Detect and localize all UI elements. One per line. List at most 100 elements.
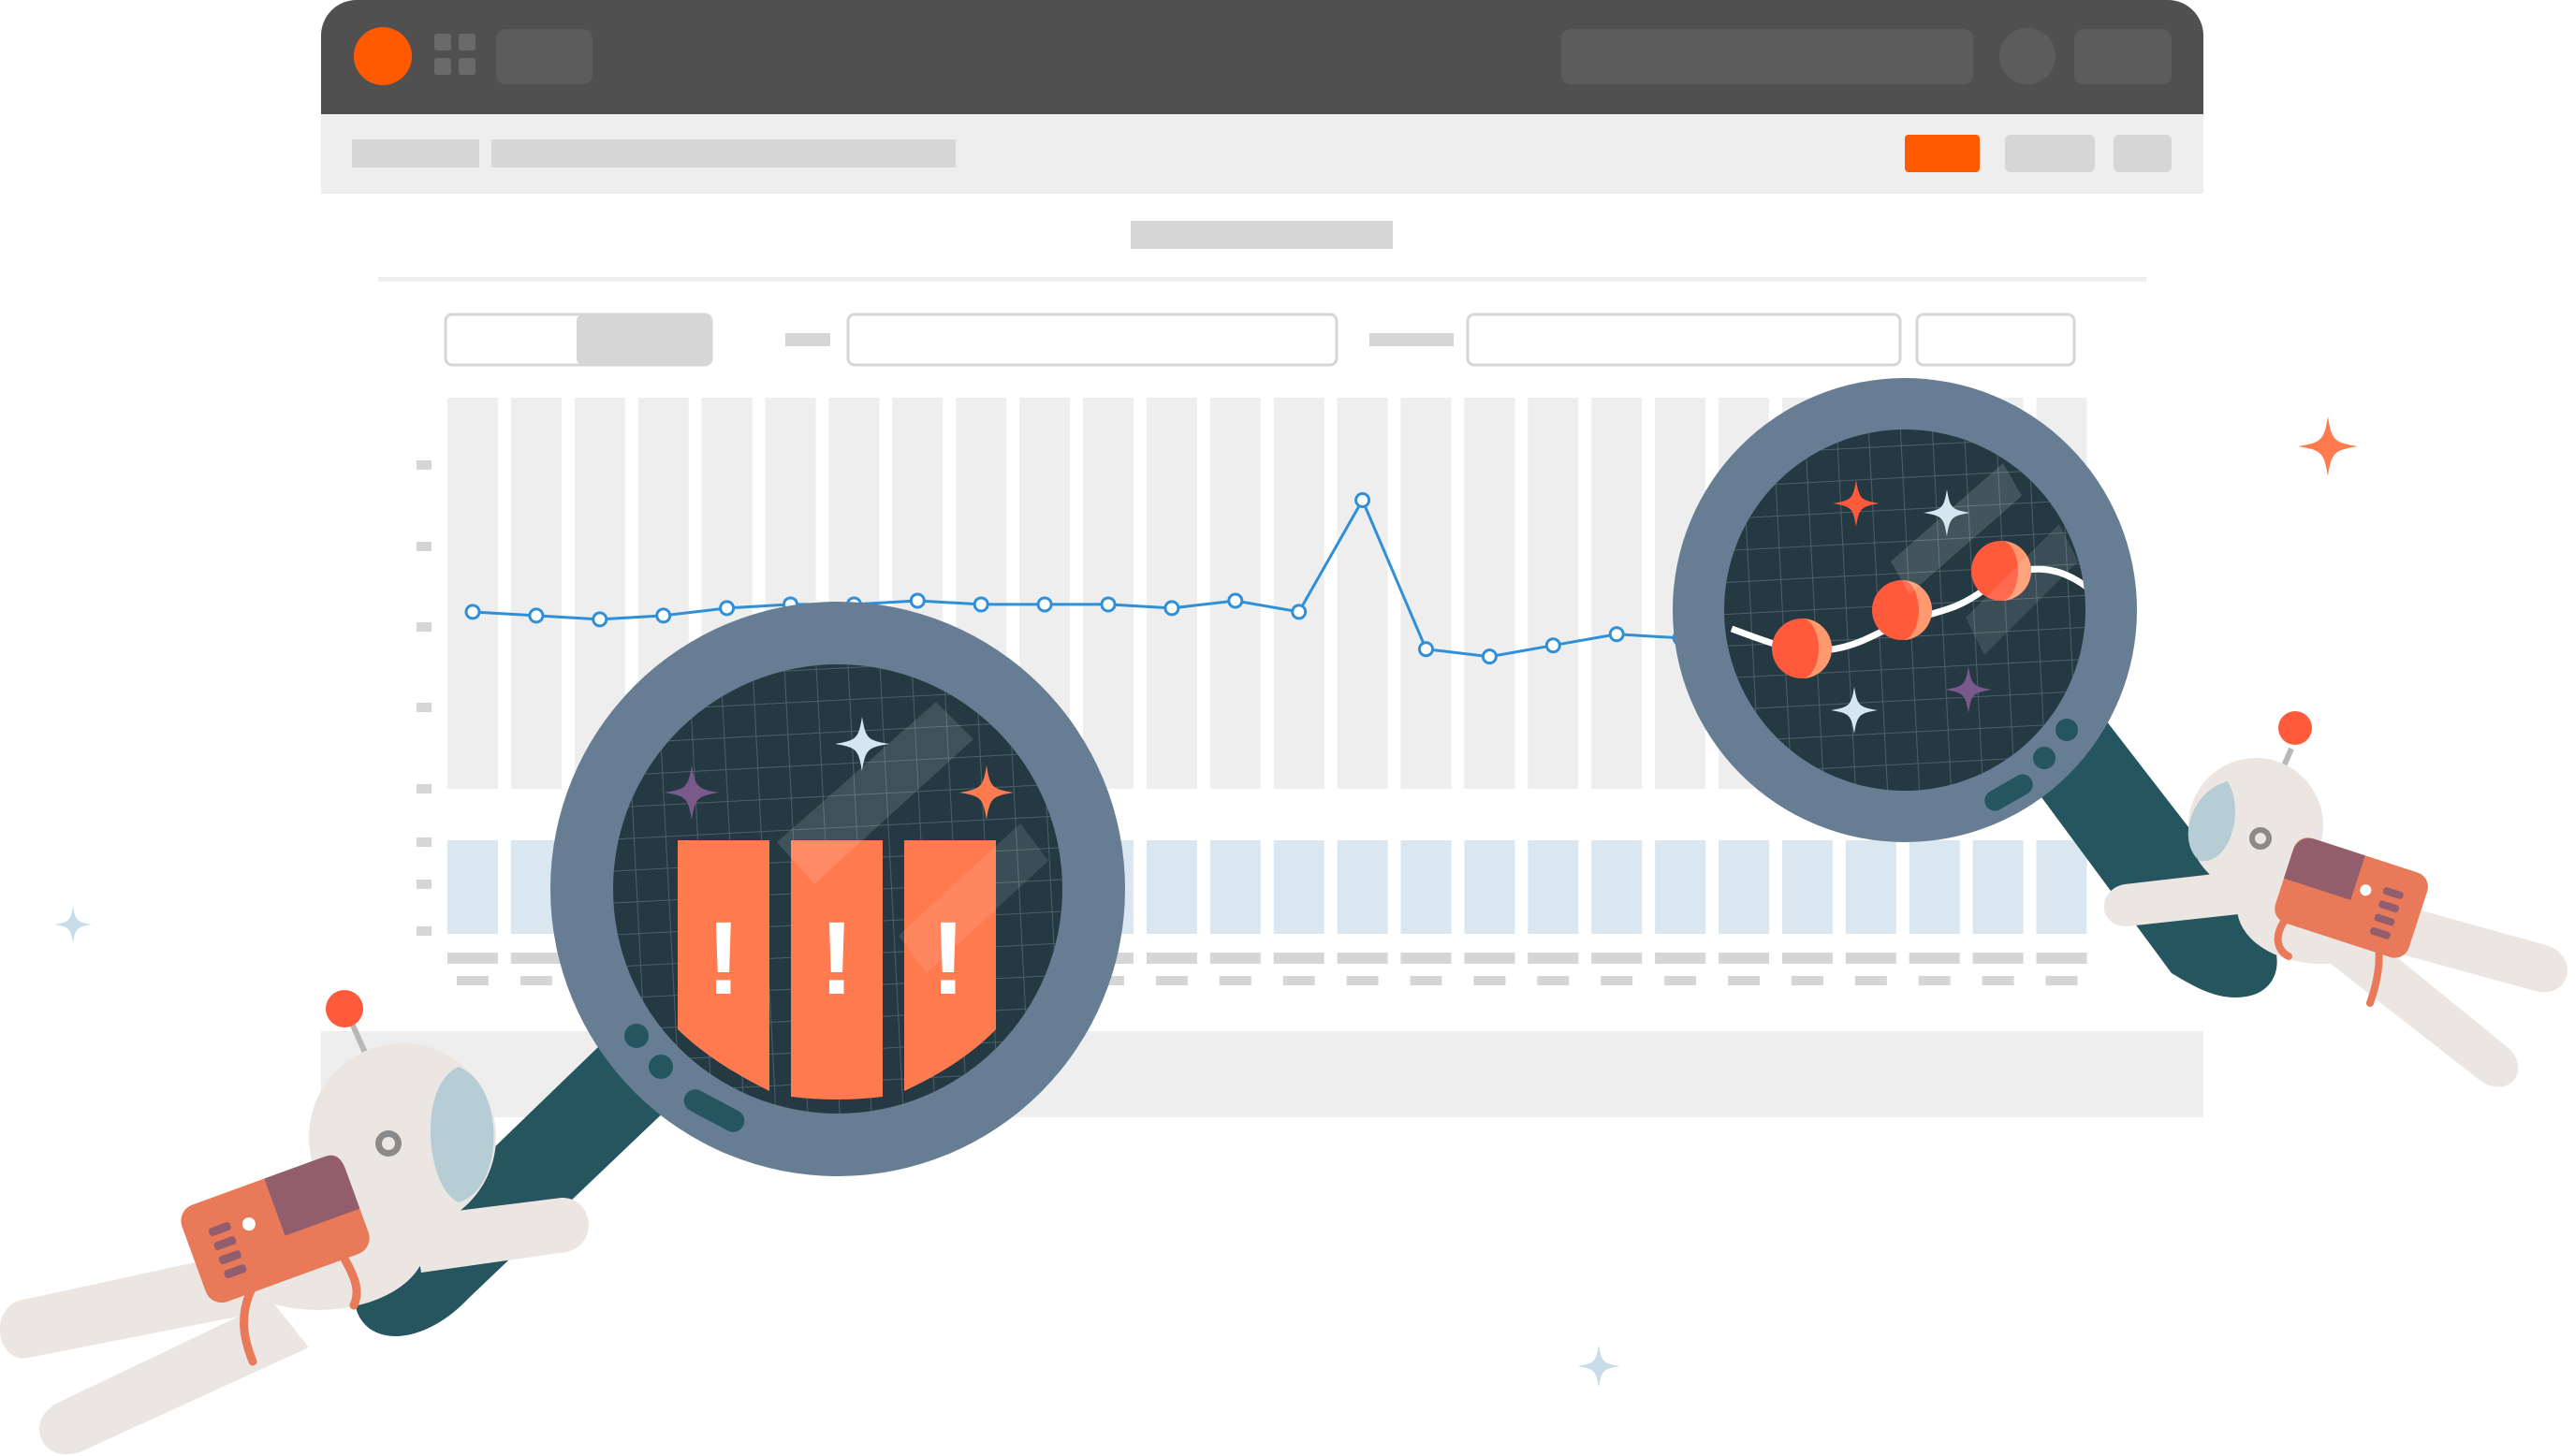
chart-bar-bg [1337,398,1388,789]
antenna-ball [2278,711,2312,745]
filter-label-2 [1369,333,1454,346]
chart-bar-lower [1781,840,1833,934]
chart-point [719,600,736,617]
x-tick-sublabel [1282,976,1315,985]
y-tick-lower [417,837,432,847]
avatar[interactable] [1999,28,2056,84]
chart-point [1481,648,1498,665]
y-tick [417,460,432,470]
x-tick-sublabel [1982,976,2014,985]
chart-bar-lower [1464,840,1515,934]
chart-bar-lower [1400,840,1452,934]
x-tick-label [1337,953,1388,964]
chart-bar-lower [1655,840,1706,934]
x-tick-label [2036,953,2087,964]
chart-point [655,607,672,624]
x-tick-sublabel [1601,976,1633,985]
glass-glare [1891,463,2022,594]
alert-column-3: ! [904,840,996,1091]
sparkle-star-icon [1577,1345,1620,1388]
x-tick-sublabel [1664,976,1697,985]
x-tick-label [1655,953,1706,964]
rim-dot [2033,747,2056,769]
x-tick-sublabel [1219,976,1251,985]
rim-dot [2056,719,2078,741]
app-logo-icon[interactable] [354,27,412,85]
chart-bar-bg [1400,398,1452,789]
antenna-ball [326,990,363,1027]
sparkle-star-icon [2298,416,2358,476]
x-tick-sublabel [1791,976,1823,985]
y-tick [417,703,432,712]
alert-columns: ! ! ! [678,840,996,1099]
chart-bar-lower [1146,840,1197,934]
chart-bar-lower [1591,840,1643,934]
y-tick [417,542,432,551]
chart-point [1291,604,1308,620]
primary-action-button[interactable] [1905,135,1980,172]
x-tick-label [1972,953,2024,964]
y-tick [417,622,432,632]
chart-bar-lower [1528,840,1579,934]
chart-bar-lower [1209,840,1261,934]
grid-icon[interactable] [434,34,475,75]
astronaut-icon [2103,711,2568,1087]
segmented-toggle[interactable] [444,313,713,367]
filter-button[interactable] [1915,313,2076,367]
x-tick-label [1909,953,1960,964]
x-tick-sublabel [1537,976,1570,985]
menu-button[interactable] [2074,29,2172,84]
filter-input-2[interactable] [1466,313,1902,367]
chart-bar-bg [1464,398,1515,789]
x-tick-label [1719,953,1769,964]
secondary-button[interactable] [2005,135,2095,172]
chart-point [528,607,545,624]
x-tick-label [447,953,498,964]
chart-point [1036,596,1053,613]
x-tick-sublabel [1473,976,1506,985]
chart-bar-lower [1273,840,1324,934]
chart-bar-bg [1083,398,1134,789]
rim-slot [1984,774,2033,811]
x-tick-sublabel [457,976,489,985]
x-tick-label [1591,953,1643,964]
x-tick-label [1781,953,1833,964]
x-tick-label [1400,953,1452,964]
helmet-visor [430,1067,494,1202]
x-tick-sublabel [2045,976,2078,985]
trend-point [1971,541,2031,601]
nav-button[interactable] [496,29,593,84]
magnifier-alert-icon: ! ! ! [355,602,1125,1337]
breadcrumb-path[interactable] [491,139,956,167]
magnifier-handle [2012,721,2277,997]
alert-mark-1: ! [707,901,741,1016]
x-tick-label [1464,953,1515,964]
astronaut-icon [0,990,589,1455]
astronaut-leg [2368,898,2568,993]
chart-bar-lower [2036,840,2087,934]
breadcrumb-home[interactable] [352,139,479,167]
filter-input-1[interactable] [846,313,1339,367]
x-tick-sublabel [1410,976,1442,985]
chart-point [1608,626,1625,643]
y-tick-lower [417,880,432,889]
chart-bar-bg [1273,398,1324,789]
chart-bar-bg [510,398,562,789]
toggle-option-active[interactable] [577,314,711,365]
chart-bar-lower [1972,840,2024,934]
chart-bar-lower [1845,840,1896,934]
trend-point [1772,619,1832,678]
glass-glare [777,702,973,884]
x-tick-label [1845,953,1896,964]
chest-pack [181,1155,370,1303]
magnifier-trend-icon [1673,378,2277,997]
chart-bar-bg [1528,398,1579,789]
x-tick-sublabel [1918,976,1951,985]
chart-point [973,596,989,613]
rim-dot [649,1055,673,1079]
chart-point [1100,596,1117,613]
overflow-button[interactable] [2114,135,2172,172]
alert-column-2: ! [791,840,883,1099]
search-bar[interactable] [1561,29,1973,84]
